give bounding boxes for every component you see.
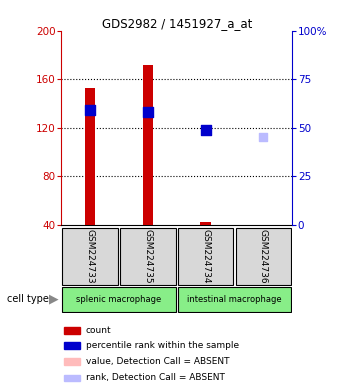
Bar — [178, 228, 233, 285]
Text: rank, Detection Call = ABSENT: rank, Detection Call = ABSENT — [86, 374, 224, 382]
Text: GSM224733: GSM224733 — [86, 229, 94, 284]
Bar — [64, 375, 80, 381]
Text: GSM224736: GSM224736 — [259, 229, 268, 284]
Text: GSM224734: GSM224734 — [201, 229, 210, 283]
Bar — [62, 228, 118, 285]
Bar — [201, 222, 211, 225]
Bar — [85, 88, 95, 225]
Bar — [236, 228, 291, 285]
Point — [145, 109, 150, 115]
Text: ▶: ▶ — [49, 292, 59, 305]
Text: value, Detection Call = ABSENT: value, Detection Call = ABSENT — [86, 358, 229, 366]
Text: intestinal macrophage: intestinal macrophage — [187, 295, 282, 304]
Bar — [64, 359, 80, 365]
Bar — [64, 343, 80, 349]
Text: splenic macrophage: splenic macrophage — [76, 295, 162, 304]
Bar — [143, 65, 153, 225]
Bar — [178, 287, 291, 312]
Text: percentile rank within the sample: percentile rank within the sample — [86, 341, 239, 350]
Bar — [64, 327, 80, 334]
Point — [260, 134, 266, 141]
Bar — [120, 228, 176, 285]
Text: GSM224735: GSM224735 — [144, 229, 152, 284]
Text: cell type: cell type — [7, 294, 49, 304]
Point — [203, 127, 209, 133]
Bar — [62, 287, 176, 312]
Text: count: count — [86, 326, 111, 335]
Title: GDS2982 / 1451927_a_at: GDS2982 / 1451927_a_at — [102, 17, 252, 30]
Point — [88, 106, 93, 113]
